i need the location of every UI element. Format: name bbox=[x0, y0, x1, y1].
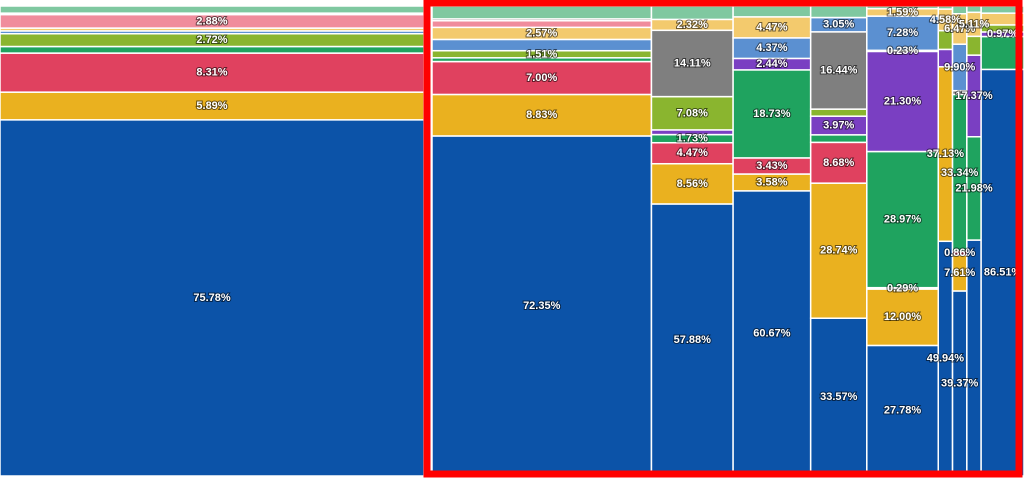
segment-label-c10-0: 86.51% bbox=[984, 267, 1022, 279]
segment-label-c10-2: 0.97% bbox=[987, 28, 1018, 40]
segment-label-c6-0: 27.78% bbox=[884, 405, 922, 417]
segment-label-c4-4: 2.44% bbox=[756, 58, 787, 70]
segment-label-c2-4: 1.51% bbox=[526, 48, 557, 60]
segment-label-c3-7: 2.32% bbox=[677, 19, 708, 31]
segment-label-c9-4: 5.11% bbox=[959, 18, 990, 30]
segment-label-c2-0: 72.35% bbox=[523, 300, 561, 312]
segment-c1-3 bbox=[0, 45, 425, 54]
segment-label-c5-1: 28.74% bbox=[820, 245, 858, 257]
segment-label-c2-1: 8.83% bbox=[526, 109, 557, 121]
segment-label-c8-0: 39.37% bbox=[941, 377, 979, 389]
segment-c4-7 bbox=[732, 5, 812, 18]
segment-c5-2 bbox=[809, 141, 868, 184]
segment-label-c1-2: 8.31% bbox=[196, 67, 227, 79]
segment-label-c3-1: 8.56% bbox=[677, 178, 708, 190]
segment-c2-7 bbox=[431, 20, 653, 29]
segment-c5-0 bbox=[809, 317, 868, 477]
segment-label-c4-2: 3.43% bbox=[756, 160, 787, 172]
chart-segments bbox=[0, 5, 1024, 477]
segment-c2-1 bbox=[431, 93, 653, 137]
segment-label-c3-3: 1.73% bbox=[677, 133, 708, 145]
segment-label-c6-7: 1.59% bbox=[887, 6, 918, 18]
chart-labels: 75.78% 5.89% 8.31% 2.72% 2.88% 72.35% 8.83% 7.0… bbox=[192, 5, 1022, 417]
segment-c9-5 bbox=[966, 5, 982, 14]
segment-c9-3 bbox=[966, 35, 982, 56]
segment-label-c3-6: 14.11% bbox=[674, 57, 711, 69]
segment-c1-9 bbox=[0, 5, 425, 14]
segment-c3-8 bbox=[650, 5, 734, 21]
segment-label-c5-7: 3.05% bbox=[823, 19, 854, 31]
segment-label-c1-4: 2.72% bbox=[196, 34, 227, 46]
segment-label-c8-1: 7.61% bbox=[944, 267, 975, 279]
segment-c6-6 bbox=[866, 15, 940, 52]
segment-label-c7-1: 37.13% bbox=[927, 148, 965, 160]
segment-label-c5-4: 3.97% bbox=[823, 120, 854, 132]
segment-label-c1-1: 5.89% bbox=[196, 100, 227, 112]
segment-label-c3-0: 57.88% bbox=[674, 334, 712, 346]
segment-label-c7-0: 49.94% bbox=[927, 353, 965, 365]
segment-c5-5 bbox=[809, 108, 868, 117]
segment-c4-0 bbox=[732, 190, 812, 477]
segment-label-c5-2: 8.68% bbox=[823, 157, 854, 169]
segment-label-c3-2: 4.47% bbox=[677, 147, 708, 159]
segment-c3-0 bbox=[650, 203, 734, 477]
segment-label-c6-1: 12.00% bbox=[884, 311, 922, 323]
segment-c1-1 bbox=[0, 91, 425, 121]
segment-label-c9-2: 17.37% bbox=[955, 90, 993, 102]
segment-label-c4-5: 4.37% bbox=[756, 42, 787, 54]
segment-label-c6-2: 0.29% bbox=[887, 282, 918, 294]
segment-label-c8-6: 6.47% bbox=[944, 23, 975, 35]
segment-c3-5 bbox=[650, 95, 734, 131]
segment-c8-7 bbox=[951, 5, 968, 15]
highlight-box bbox=[423, 0, 1023, 478]
segment-label-c6-6: 7.28% bbox=[887, 27, 918, 39]
segment-c2-9 bbox=[431, 5, 653, 20]
segment-label-c7-4: 4.58% bbox=[930, 14, 961, 26]
segment-label-c6-3: 28.97% bbox=[884, 214, 922, 226]
segment-label-c2-6: 2.57% bbox=[526, 27, 557, 39]
segment-label-c3-5: 7.08% bbox=[677, 107, 708, 119]
segment-c6-4 bbox=[866, 50, 940, 153]
segment-label-c4-6: 4.47% bbox=[756, 21, 787, 33]
segment-label-c5-6: 16.44% bbox=[820, 64, 858, 76]
segment-label-c4-3: 18.73% bbox=[753, 108, 791, 120]
segment-label-c6-5: 0.23% bbox=[887, 45, 918, 57]
segment-c3-6 bbox=[650, 29, 734, 98]
segment-label-c4-0: 60.67% bbox=[753, 327, 791, 339]
segment-label-c1-7: 2.88% bbox=[196, 15, 227, 27]
segment-c2-0 bbox=[431, 135, 653, 477]
segment-c5-8 bbox=[809, 5, 868, 19]
segment-label-c8-5: 9.90% bbox=[944, 61, 975, 73]
segment-label-c6-4: 21.30% bbox=[884, 95, 922, 107]
segment-label-c9-1: 21.98% bbox=[955, 182, 993, 194]
segment-c5-3 bbox=[809, 134, 868, 144]
segment-label-c8-2: 0.86% bbox=[944, 247, 975, 259]
segment-c5-1 bbox=[809, 182, 868, 319]
segment-label-c1-0: 75.78% bbox=[193, 292, 231, 304]
segment-label-c5-0: 33.57% bbox=[820, 391, 858, 403]
segment-c5-6 bbox=[809, 31, 868, 110]
segment-label-c8-3: 33.34% bbox=[941, 167, 979, 179]
segment-c1-0 bbox=[0, 119, 425, 477]
segment-label-c4-1: 3.58% bbox=[756, 176, 787, 188]
segment-label-c2-2: 7.00% bbox=[526, 72, 557, 84]
